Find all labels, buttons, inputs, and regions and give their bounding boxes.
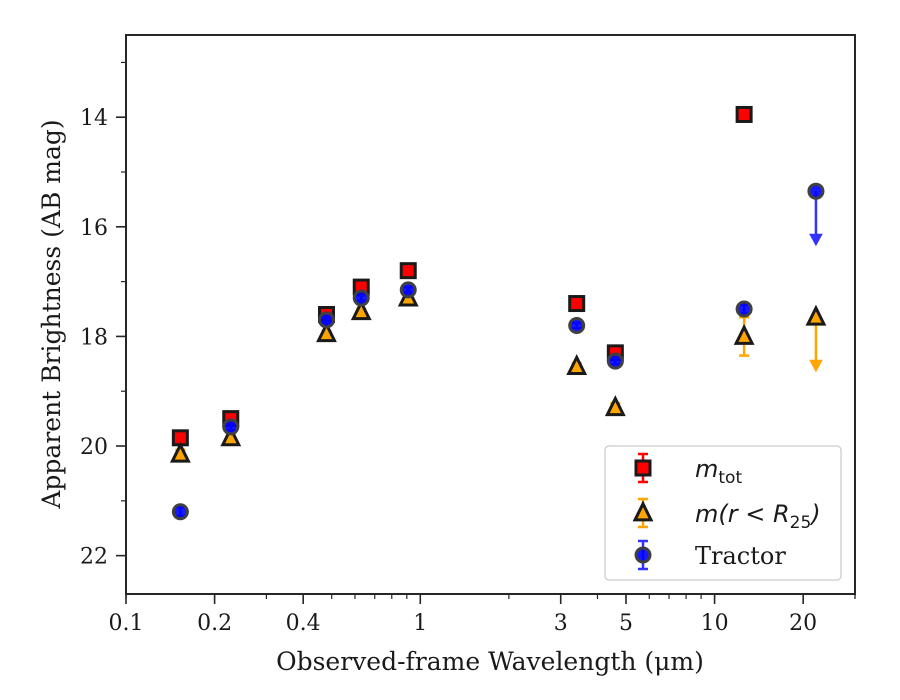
x-tick-label: 0.1 xyxy=(109,611,144,636)
data-point-tractor xyxy=(568,316,586,334)
series-tractor xyxy=(171,182,825,521)
y-tick-label: 16 xyxy=(80,216,108,241)
x-tick-label: 5 xyxy=(619,611,633,636)
data-point-m_r25 xyxy=(169,441,191,463)
legend-item-tractor: Tractor xyxy=(634,539,786,571)
legend-label: Tractor xyxy=(695,542,786,570)
data-point-tractor xyxy=(735,300,753,318)
legend-marker-m_r25 xyxy=(632,500,654,522)
legend-label: m(r < R25) xyxy=(695,500,821,533)
data-point-tractor xyxy=(606,352,624,370)
legend: mtot m(r < R25) Tractor xyxy=(604,445,842,581)
x-axis-label: Observed-frame Wavelength (μm) xyxy=(276,647,704,676)
y-tick-label: 18 xyxy=(80,325,108,350)
legend-label-main: m(r < R xyxy=(695,500,790,528)
y-tick-label: 14 xyxy=(80,106,108,131)
x-tick-label: 20 xyxy=(789,611,817,636)
legend-marker-tractor xyxy=(634,546,652,564)
y-tick-label: 20 xyxy=(80,435,108,460)
data-point-tractor xyxy=(222,418,240,436)
legend-label-subscript: 25 xyxy=(790,513,812,533)
data-point-m_r25 xyxy=(316,321,337,343)
legend-box xyxy=(604,445,842,581)
x-tick-label: 10 xyxy=(701,611,729,636)
data-point-tractor xyxy=(807,182,825,200)
data-point-m_r25 xyxy=(805,304,827,326)
data-point-tractor xyxy=(317,311,335,329)
data-point-m_tot xyxy=(399,262,417,280)
plot-frame xyxy=(125,34,856,595)
data-point-m_r25 xyxy=(566,353,588,375)
legend-marker-m_tot xyxy=(634,459,652,477)
upper-limit-arrow-head xyxy=(809,233,823,247)
data-point-m_tot xyxy=(568,295,586,313)
legend-label-subscript: tot xyxy=(718,468,742,488)
x-tick-label: 0.2 xyxy=(197,611,232,636)
data-marks xyxy=(169,105,827,521)
y-tick-label: 22 xyxy=(80,545,108,570)
upper-limit-arrow-head xyxy=(809,359,823,373)
x-axis-ticks: 0.1 0.2 0.4 1 3 5 10 20 xyxy=(109,594,856,636)
data-point-tractor xyxy=(352,289,370,307)
data-point-m_r25 xyxy=(733,323,755,345)
x-tick-label: 0.4 xyxy=(286,611,321,636)
data-point-m_r25 xyxy=(350,299,372,321)
data-point-m_r25 xyxy=(220,425,242,447)
x-tick-label: 3 xyxy=(554,611,568,636)
series-m_tot xyxy=(171,105,753,447)
legend-label: mtot xyxy=(695,455,742,488)
legend-item-m_r25: m(r < R25) xyxy=(632,497,821,533)
data-point-m_r25 xyxy=(604,395,626,417)
series-m_r25 xyxy=(169,285,827,463)
plot-frame-rect xyxy=(125,34,856,595)
y-axis-label: Apparent Brightness (AB mag) xyxy=(37,119,66,509)
data-point-tractor xyxy=(399,281,417,299)
legend-label-suffix: ) xyxy=(809,500,820,528)
x-tick-label: 1 xyxy=(413,611,427,636)
data-point-tractor xyxy=(171,503,189,521)
legend-item-m_tot: mtot xyxy=(634,452,742,488)
y-axis-ticks: 14 16 18 20 22 xyxy=(80,61,126,570)
data-point-m_tot xyxy=(735,105,753,123)
legend-label-main: m xyxy=(695,455,718,483)
